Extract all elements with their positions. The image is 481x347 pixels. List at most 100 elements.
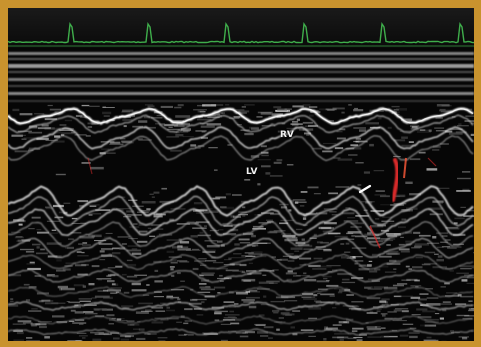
- speckle-dot: [424, 318, 439, 321]
- speckle-dot: [63, 202, 71, 204]
- speckle-dot: [229, 306, 236, 308]
- speckle-dot: [124, 335, 131, 338]
- speckle-dot: [214, 319, 220, 322]
- speckle-dot: [26, 337, 33, 339]
- speckle-dot: [60, 287, 75, 291]
- speckle-dot: [302, 293, 314, 296]
- speckle-dot: [406, 278, 418, 281]
- speckle-dot: [468, 300, 473, 302]
- speckle-dot: [449, 269, 454, 272]
- speckle-dot: [192, 298, 207, 301]
- speckle-dot: [282, 234, 296, 238]
- speckle-dot: [292, 105, 304, 108]
- speckle-dot: [176, 123, 190, 126]
- speckle-dot: [244, 331, 255, 334]
- speckle-dot: [366, 312, 378, 314]
- speckle-dot: [153, 260, 162, 264]
- speckle-dot: [315, 246, 326, 248]
- speckle-dot: [195, 147, 201, 149]
- speckle-dot: [442, 309, 447, 312]
- speckle-dot: [147, 227, 152, 229]
- near-field-band-2: [8, 64, 474, 68]
- speckle-dot: [202, 249, 216, 251]
- speckle-dot: [238, 214, 248, 216]
- speckle-dot: [432, 145, 441, 149]
- speckle-dot: [88, 283, 95, 286]
- speckle-dot: [440, 303, 452, 305]
- speckle-dot: [290, 247, 303, 250]
- speckle-dot: [393, 268, 397, 270]
- speckle-dot: [458, 336, 469, 338]
- speckle-dot: [230, 229, 239, 232]
- speckle-dot: [241, 106, 246, 108]
- speckle-dot: [44, 336, 50, 339]
- speckle-dot: [25, 250, 35, 253]
- speckle-dot: [385, 238, 396, 240]
- speckle-dot: [41, 124, 49, 127]
- speckle-dot: [229, 263, 235, 266]
- speckle-dot: [351, 305, 360, 308]
- speckle-dot: [244, 133, 254, 136]
- speckle-dot: [131, 282, 141, 286]
- speckle-dot: [201, 301, 205, 304]
- speckle-dot: [211, 306, 225, 309]
- speckle-dot: [137, 321, 141, 323]
- speckle-dot: [277, 108, 287, 111]
- speckle-dot: [71, 217, 78, 220]
- speckle-dot: [294, 201, 307, 203]
- speckle-dot: [276, 328, 280, 331]
- doppler-mark-3: [369, 225, 381, 249]
- speckle-dot: [59, 287, 62, 291]
- speckle-dot: [332, 324, 342, 326]
- speckle-dot: [447, 247, 457, 249]
- speckle-dot: [418, 151, 426, 154]
- speckle-dot: [121, 319, 128, 322]
- speckle-dot: [83, 311, 94, 313]
- speckle-dot: [298, 244, 313, 248]
- speckle-dot: [51, 131, 62, 134]
- speckle-dot: [27, 267, 41, 271]
- speckle-dot: [371, 253, 381, 256]
- speckle-dot: [446, 292, 458, 294]
- speckle-dot: [409, 335, 418, 339]
- speckle-dot: [159, 123, 174, 126]
- speckle-dot: [424, 251, 436, 254]
- speckle-dot: [241, 270, 245, 274]
- speckle-dot: [197, 118, 212, 121]
- speckle-dot: [440, 241, 448, 243]
- speckle-dot: [393, 194, 406, 198]
- speckle-dot: [308, 264, 321, 268]
- speckle-dot: [137, 240, 148, 243]
- speckle-dot: [214, 312, 222, 315]
- speckle-dot: [470, 133, 474, 136]
- speckle-dot: [224, 259, 231, 261]
- doppler-mark-4: [87, 157, 93, 175]
- speckle-dot: [400, 250, 410, 253]
- speckle-dot: [347, 231, 362, 234]
- speckle-dot: [277, 130, 282, 133]
- speckle-dot: [174, 125, 185, 127]
- speckle-dot: [248, 262, 253, 264]
- speckle-dot: [471, 308, 474, 310]
- speckle-dot: [326, 265, 341, 267]
- speckle-dot: [147, 333, 151, 335]
- speckle-dot: [138, 139, 152, 141]
- speckle-dot: [466, 108, 473, 111]
- speckle-dot: [300, 191, 308, 193]
- speckle-dot: [354, 107, 358, 110]
- speckle-dot: [52, 315, 65, 318]
- rv-wall-highlight: [8, 108, 474, 124]
- speckle-dot: [392, 320, 407, 322]
- speckle-dot: [216, 268, 228, 270]
- speckle-dot: [308, 335, 316, 337]
- speckle-dot: [299, 205, 305, 207]
- speckle-dot: [257, 111, 273, 114]
- speckle-dot: [401, 279, 411, 281]
- speckle-dot: [21, 138, 27, 140]
- speckle-dot: [396, 108, 407, 111]
- speckle-dot: [466, 282, 474, 284]
- doppler-mark-5: [427, 157, 437, 167]
- speckle-dot: [95, 315, 105, 317]
- speckle-dot: [471, 267, 474, 269]
- speckle-dot: [200, 264, 207, 266]
